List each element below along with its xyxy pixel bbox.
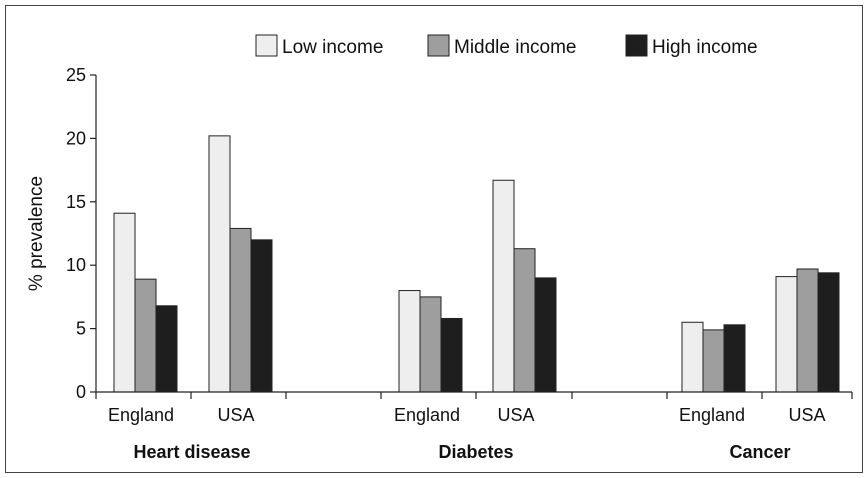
bar bbox=[155, 305, 178, 393]
bar bbox=[681, 321, 704, 393]
chart-frame bbox=[5, 5, 863, 473]
bar bbox=[817, 272, 840, 393]
y-tick-label: 20 bbox=[66, 128, 86, 148]
bar bbox=[702, 329, 725, 393]
x-category-label: USA bbox=[217, 405, 254, 425]
x-group-label: Heart disease bbox=[133, 442, 250, 462]
bar bbox=[208, 135, 231, 393]
bar bbox=[723, 324, 746, 393]
x-category-label: England bbox=[108, 405, 174, 425]
y-tick-label: 5 bbox=[76, 319, 86, 339]
bar bbox=[796, 268, 819, 393]
legend-label: Low income bbox=[282, 37, 383, 58]
y-axis-label: % prevalence bbox=[26, 176, 47, 291]
y-tick-label: 15 bbox=[66, 192, 86, 212]
legend-swatch bbox=[427, 34, 450, 57]
bar bbox=[534, 277, 557, 393]
x-category-label: USA bbox=[788, 405, 825, 425]
bar bbox=[134, 278, 157, 393]
x-group-label: Cancer bbox=[729, 442, 790, 462]
y-tick-label: 0 bbox=[76, 382, 86, 402]
bar bbox=[250, 239, 273, 393]
legend-label: Middle income bbox=[454, 37, 577, 58]
bar bbox=[513, 248, 536, 393]
bar bbox=[419, 296, 442, 393]
y-tick-label: 25 bbox=[66, 65, 86, 85]
bar bbox=[398, 290, 421, 393]
y-tick-label: 10 bbox=[66, 255, 86, 275]
x-category-label: England bbox=[679, 405, 745, 425]
bar bbox=[440, 317, 463, 393]
x-category-label: England bbox=[394, 405, 460, 425]
bar bbox=[113, 212, 136, 393]
legend-swatch bbox=[625, 34, 648, 57]
bar bbox=[229, 227, 252, 393]
x-group-label: Diabetes bbox=[438, 442, 513, 462]
legend-label: High income bbox=[652, 37, 758, 58]
x-category-label: USA bbox=[497, 405, 534, 425]
bar bbox=[492, 179, 515, 393]
bar bbox=[775, 276, 798, 393]
legend-swatch bbox=[255, 34, 278, 57]
